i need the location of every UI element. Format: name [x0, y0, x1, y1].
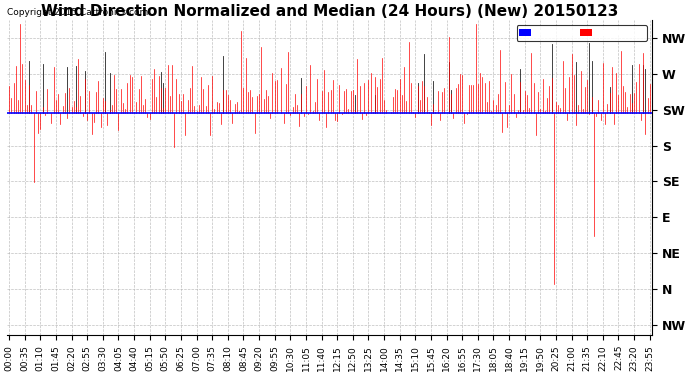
Legend: Average, Direction: Average, Direction: [517, 25, 647, 41]
Title: Wind Direction Normalized and Median (24 Hours) (New) 20150123: Wind Direction Normalized and Median (24…: [41, 4, 618, 19]
Text: Copyright 2015 Cartronics.com: Copyright 2015 Cartronics.com: [7, 8, 148, 17]
